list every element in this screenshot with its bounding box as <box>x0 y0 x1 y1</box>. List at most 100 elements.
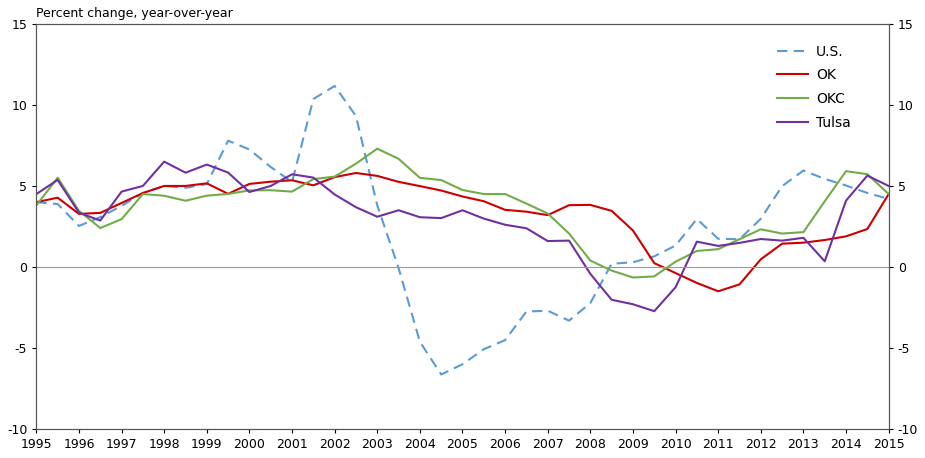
OK <box>691 280 702 286</box>
OK <box>159 183 170 189</box>
U.S. <box>670 243 681 248</box>
Tulsa <box>223 170 234 175</box>
Tulsa <box>627 301 638 307</box>
Tulsa <box>585 271 596 277</box>
Tulsa <box>414 214 426 220</box>
Tulsa <box>159 159 170 164</box>
U.S. <box>500 338 511 343</box>
U.S. <box>31 199 42 205</box>
OKC <box>755 227 766 232</box>
U.S. <box>457 361 468 367</box>
Tulsa <box>606 297 617 303</box>
U.S. <box>223 138 234 143</box>
Tulsa <box>31 191 42 197</box>
OKC <box>648 273 660 279</box>
OKC <box>265 187 277 193</box>
Tulsa <box>883 183 894 189</box>
OKC <box>457 187 468 193</box>
Tulsa <box>436 215 447 221</box>
OKC <box>820 199 831 204</box>
OK <box>457 194 468 199</box>
OK <box>116 200 127 206</box>
Line: OKC: OKC <box>36 149 889 278</box>
U.S. <box>137 190 148 196</box>
U.S. <box>287 180 298 185</box>
U.S. <box>202 181 213 187</box>
OKC <box>223 191 234 196</box>
OKC <box>52 175 63 180</box>
OK <box>265 179 277 185</box>
OKC <box>478 191 489 197</box>
OKC <box>180 198 191 203</box>
OKC <box>563 231 574 236</box>
Tulsa <box>691 239 702 245</box>
Tulsa <box>265 183 277 189</box>
OKC <box>159 193 170 198</box>
Tulsa <box>73 210 84 215</box>
OKC <box>436 177 447 183</box>
U.S. <box>265 164 277 170</box>
U.S. <box>414 339 426 344</box>
Tulsa <box>308 175 319 180</box>
Tulsa <box>351 204 362 210</box>
Line: Tulsa: Tulsa <box>36 162 889 311</box>
U.S. <box>372 202 383 208</box>
OKC <box>627 275 638 280</box>
Tulsa <box>52 177 63 183</box>
OKC <box>31 202 42 208</box>
OK <box>862 226 873 232</box>
Tulsa <box>798 235 809 240</box>
Tulsa <box>94 218 105 224</box>
Tulsa <box>820 259 831 264</box>
Tulsa <box>563 238 574 243</box>
Line: U.S.: U.S. <box>36 86 889 375</box>
OK <box>670 270 681 276</box>
OK <box>478 198 489 204</box>
OKC <box>883 191 894 197</box>
U.S. <box>521 309 532 314</box>
OK <box>202 180 213 186</box>
OK <box>223 191 234 196</box>
OKC <box>137 191 148 197</box>
Legend: U.S., OK, OKC, Tulsa: U.S., OK, OKC, Tulsa <box>768 35 860 140</box>
Tulsa <box>202 162 213 167</box>
U.S. <box>436 372 447 377</box>
U.S. <box>712 236 723 241</box>
Tulsa <box>755 236 766 242</box>
OK <box>883 191 894 197</box>
OK <box>308 183 319 188</box>
OKC <box>841 169 852 174</box>
Tulsa <box>542 238 553 244</box>
U.S. <box>73 223 84 229</box>
OK <box>180 183 191 189</box>
OK <box>734 282 745 287</box>
Tulsa <box>478 216 489 221</box>
OK <box>627 228 638 233</box>
OKC <box>73 208 84 213</box>
Tulsa <box>841 198 852 203</box>
U.S. <box>308 96 319 102</box>
U.S. <box>542 308 553 313</box>
OK <box>52 195 63 201</box>
OK <box>798 240 809 245</box>
OKC <box>116 217 127 222</box>
OK <box>648 261 660 266</box>
U.S. <box>798 168 809 173</box>
OK <box>712 289 723 294</box>
OK <box>521 209 532 214</box>
OKC <box>606 268 617 273</box>
OK <box>73 211 84 217</box>
Tulsa <box>287 172 298 177</box>
OKC <box>712 246 723 252</box>
OKC <box>372 146 383 152</box>
OK <box>563 202 574 208</box>
Tulsa <box>180 170 191 175</box>
OK <box>755 256 766 262</box>
OK <box>94 210 105 216</box>
OK <box>31 199 42 205</box>
U.S. <box>691 216 702 222</box>
U.S. <box>820 176 831 182</box>
OKC <box>585 258 596 263</box>
OKC <box>393 156 404 162</box>
OK <box>137 190 148 196</box>
